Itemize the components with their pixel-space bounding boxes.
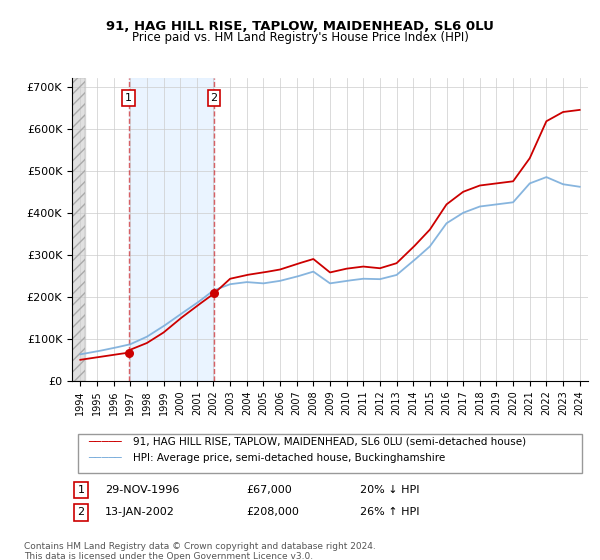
Text: 91, HAG HILL RISE, TAPLOW, MAIDENHEAD, SL6 0LU (semi-detached house): 91, HAG HILL RISE, TAPLOW, MAIDENHEAD, S… bbox=[133, 436, 527, 446]
Point bbox=[124, 348, 134, 357]
Text: HPI: Average price, semi-detached house, Buckinghamshire: HPI: Average price, semi-detached house,… bbox=[133, 452, 446, 463]
Text: ─────: ───── bbox=[88, 452, 122, 463]
Text: Contains HM Land Registry data © Crown copyright and database right 2024.
This d: Contains HM Land Registry data © Crown c… bbox=[24, 542, 376, 560]
Text: 1: 1 bbox=[125, 93, 132, 103]
Bar bbox=[72, 78, 85, 381]
Text: £67,000: £67,000 bbox=[246, 485, 292, 495]
Text: £208,000: £208,000 bbox=[246, 507, 299, 517]
Text: 1: 1 bbox=[77, 485, 85, 495]
Bar bbox=[129, 78, 214, 381]
Text: 20% ↓ HPI: 20% ↓ HPI bbox=[360, 485, 419, 495]
Text: Price paid vs. HM Land Registry's House Price Index (HPI): Price paid vs. HM Land Registry's House … bbox=[131, 31, 469, 44]
Text: 13-JAN-2002: 13-JAN-2002 bbox=[105, 507, 175, 517]
Text: 26% ↑ HPI: 26% ↑ HPI bbox=[360, 507, 419, 517]
Text: 2: 2 bbox=[211, 93, 218, 103]
Text: 2: 2 bbox=[77, 507, 85, 517]
Text: ─────: ───── bbox=[88, 436, 122, 446]
Bar bbox=[72, 78, 85, 381]
Point bbox=[209, 289, 219, 298]
Text: 91, HAG HILL RISE, TAPLOW, MAIDENHEAD, SL6 0LU: 91, HAG HILL RISE, TAPLOW, MAIDENHEAD, S… bbox=[106, 20, 494, 32]
Text: 29-NOV-1996: 29-NOV-1996 bbox=[105, 485, 179, 495]
